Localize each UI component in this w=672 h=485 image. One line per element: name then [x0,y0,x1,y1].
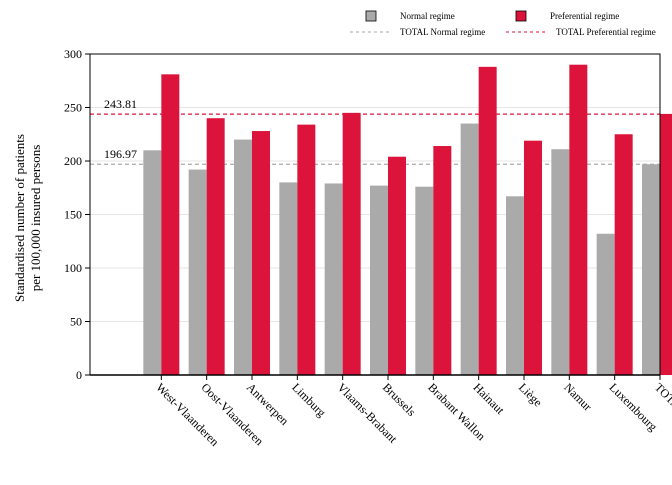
bar-normal [642,164,660,375]
legend: Normal regime Preferential regime TOTAL No… [350,10,656,37]
legend-label: Normal regime [400,11,455,21]
bar-preferential [297,124,316,376]
y-axis-label-line-2: per 100,000 insured persons [28,145,43,292]
legend-label: TOTAL Preferential regime [556,27,656,37]
bar-normal [506,196,524,375]
bar-preferential [569,64,588,375]
legend-swatch [515,10,527,22]
bar-preferential [660,113,672,376]
bar-normal [551,149,570,375]
bar-normal [188,169,207,375]
bar-preferential [252,131,270,375]
x-tick-label: Antwerpen [244,380,292,428]
bar-preferential [342,112,361,375]
x-tick-label: Liège [516,380,545,409]
y-tick-label: 0 [76,368,82,382]
reference-line-label: 196.97 [104,147,137,161]
legend-label: TOTAL Normal regime [400,27,485,37]
y-tick-label: 200 [64,154,82,168]
y-axis-label-line-1: Standardised number of patients [12,134,27,302]
y-tick-label: 300 [64,47,82,61]
legend-label: Preferential regime [550,11,619,21]
bar-normal [415,186,434,375]
reference-lines: 196.97 243.81 [90,97,660,165]
bar-normal [370,185,388,375]
bar-preferential [478,66,497,375]
bars [143,64,672,376]
x-tick-label: Luxembourg [607,380,661,434]
bar-normal [324,183,343,375]
bar-preferential [161,74,180,375]
x-tick-label: Namur [561,380,594,413]
legend-swatch [365,10,377,22]
bar-preferential [614,134,633,375]
bar-preferential [524,140,542,375]
bar-normal [143,150,162,375]
x-tick-label: Brussels [380,380,419,419]
bar-preferential [388,156,406,375]
bar-preferential [206,118,225,375]
bar-preferential [433,146,452,375]
bar-normal [596,233,615,375]
bar-normal [460,123,479,375]
x-tick-label: TOTAL [652,380,672,417]
y-tick-label: 100 [64,261,82,275]
y-tick-label: 250 [64,101,82,115]
x-tick-label: Hainaut [471,380,508,417]
y-tick-label: 50 [70,315,82,329]
bar-normal [234,139,252,375]
x-tick-label: Limburg [289,380,328,419]
y-tick-label: 150 [64,208,82,222]
reference-line-label: 243.81 [104,97,137,111]
bar-normal [279,182,298,375]
